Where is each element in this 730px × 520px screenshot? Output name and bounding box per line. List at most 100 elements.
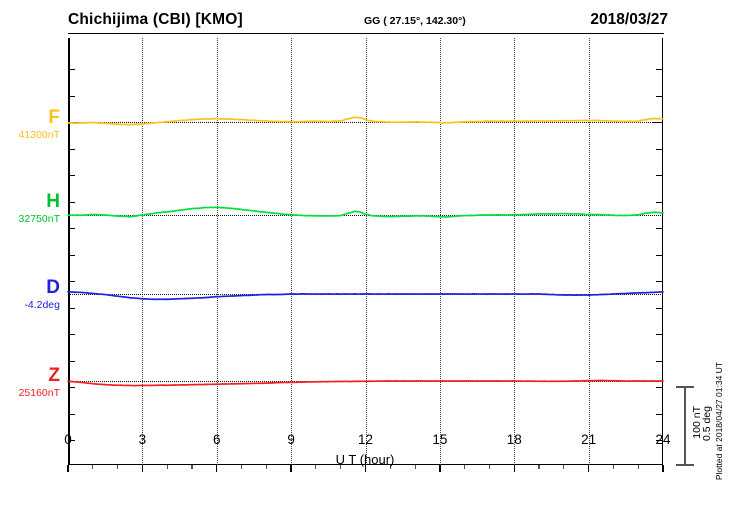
x-tick-label: 3 bbox=[138, 432, 147, 447]
component-label-f: F 41300nT bbox=[0, 108, 60, 141]
y-tick bbox=[656, 201, 663, 203]
plot-area bbox=[67, 38, 664, 472]
trace-curves bbox=[67, 116, 664, 387]
y-tick bbox=[68, 148, 75, 150]
x-tick-minor bbox=[240, 465, 243, 469]
scale-bar-label-deg: 0.5 deg bbox=[701, 406, 713, 442]
x-tick-major bbox=[141, 465, 144, 472]
x-tick-minor bbox=[191, 465, 193, 469]
x-tick-label: 24 bbox=[655, 432, 671, 447]
x-tick-minor bbox=[637, 465, 639, 469]
x-tick-major bbox=[67, 465, 69, 472]
component-symbol-f: F bbox=[48, 107, 60, 128]
x-tick-major bbox=[216, 465, 218, 472]
x-tick-minor bbox=[488, 465, 490, 469]
component-label-h: H 32750nT bbox=[0, 192, 60, 225]
y-tick bbox=[656, 69, 663, 71]
x-tick-minor bbox=[414, 465, 416, 469]
y-tick bbox=[68, 440, 75, 442]
trace-d bbox=[67, 290, 664, 301]
component-label-d: D -4.2deg bbox=[0, 278, 60, 311]
component-symbol-h: H bbox=[46, 191, 60, 212]
y-tick bbox=[656, 228, 663, 230]
x-axis-title: U T (hour) bbox=[335, 452, 395, 467]
y-tick bbox=[68, 360, 75, 362]
component-value-h: 32750nT bbox=[18, 213, 60, 225]
gridline bbox=[216, 38, 218, 465]
x-tick-major bbox=[439, 465, 441, 472]
trace-h bbox=[67, 206, 664, 218]
axis-right bbox=[661, 38, 663, 465]
x-tick-minor bbox=[166, 465, 168, 469]
component-symbol-d: D bbox=[46, 277, 60, 298]
y-tick bbox=[656, 413, 663, 415]
component-value-z: 25160nT bbox=[18, 387, 60, 399]
y-tick bbox=[656, 175, 663, 177]
observation-date: 2018/03/27 bbox=[590, 11, 668, 28]
y-tick bbox=[68, 334, 75, 336]
x-tick-major bbox=[587, 465, 590, 472]
scale-bar-stem bbox=[684, 386, 686, 466]
y-tick bbox=[656, 334, 663, 336]
x-tick-major bbox=[513, 465, 515, 472]
y-tick bbox=[656, 307, 663, 309]
component-label-z: Z 25160nT bbox=[0, 366, 60, 399]
y-tick bbox=[68, 95, 75, 97]
y-tick bbox=[656, 440, 663, 442]
y-tick bbox=[656, 95, 663, 97]
x-tick-major bbox=[290, 465, 292, 472]
component-symbol-z: Z bbox=[48, 365, 60, 386]
gridline bbox=[514, 38, 516, 465]
plotted-timestamp: Plotted at 2018/04/27 01:34 UT bbox=[714, 362, 724, 481]
x-tick-minor bbox=[538, 465, 540, 469]
x-tick-minor bbox=[265, 465, 267, 469]
y-tick bbox=[68, 387, 75, 389]
y-tick bbox=[656, 281, 663, 283]
x-tick-label: 21 bbox=[581, 432, 597, 447]
y-tick bbox=[68, 201, 75, 203]
gridline bbox=[142, 38, 144, 465]
x-tick-minor bbox=[464, 465, 466, 469]
x-tick-label: 6 bbox=[212, 432, 221, 447]
x-tick-label: 12 bbox=[357, 432, 374, 447]
y-tick bbox=[656, 254, 663, 256]
x-tick-label: 15 bbox=[432, 432, 448, 447]
y-tick bbox=[68, 413, 75, 415]
x-tick-minor bbox=[563, 465, 565, 469]
y-tick bbox=[68, 175, 75, 177]
gridline bbox=[291, 38, 293, 465]
gridline bbox=[365, 38, 367, 465]
y-tick bbox=[68, 307, 75, 309]
x-tick-minor bbox=[315, 465, 317, 469]
trace-f bbox=[67, 116, 664, 126]
x-tick-label: 9 bbox=[287, 432, 295, 447]
scale-bar-bottom-cap bbox=[676, 464, 694, 466]
gridline bbox=[588, 38, 590, 465]
y-tick bbox=[68, 69, 75, 71]
axis-left bbox=[68, 38, 70, 465]
station-title: Chichijima (CBI) [KMO] bbox=[68, 11, 243, 28]
y-tick bbox=[656, 148, 663, 150]
component-value-f: 41300nT bbox=[18, 129, 60, 141]
x-tick-minor bbox=[117, 465, 119, 469]
x-tick-major bbox=[662, 465, 664, 472]
y-tick bbox=[656, 360, 663, 362]
y-tick bbox=[656, 387, 663, 389]
x-tick-label: 18 bbox=[506, 432, 522, 447]
x-tick-major bbox=[364, 465, 367, 472]
header-divider bbox=[68, 33, 664, 34]
y-tick bbox=[68, 281, 75, 283]
x-tick-minor bbox=[389, 465, 391, 469]
gridline bbox=[439, 38, 441, 465]
x-tick-minor bbox=[612, 465, 614, 469]
component-value-d: -4.2deg bbox=[24, 299, 60, 311]
y-tick bbox=[68, 228, 75, 230]
geographic-coordinates: GG ( 27.15°, 142.30°) bbox=[364, 15, 466, 27]
x-tick-minor bbox=[92, 465, 94, 469]
x-tick-label: 0 bbox=[64, 432, 72, 447]
x-tick-minor bbox=[340, 465, 342, 469]
y-tick bbox=[68, 254, 75, 256]
trace-z bbox=[67, 379, 664, 387]
baseline-h bbox=[68, 215, 663, 216]
